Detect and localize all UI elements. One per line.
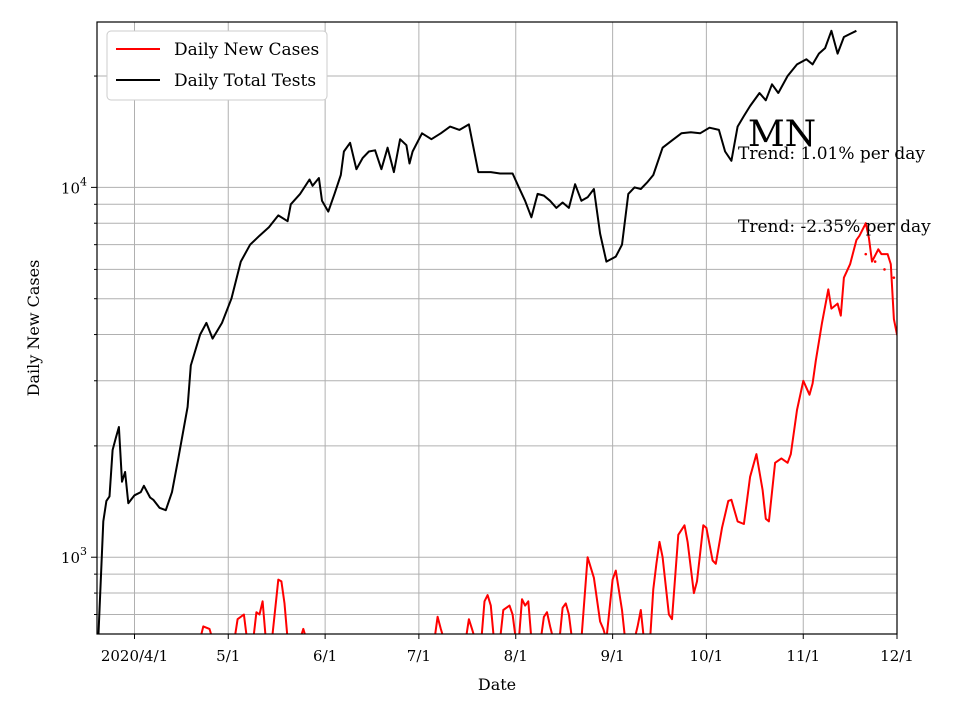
x-tick-label: 5/1 xyxy=(216,647,240,665)
trend-annotation-tests: Trend: 1.01% per day xyxy=(738,144,925,164)
y-axis-title: Daily New Cases xyxy=(24,260,43,397)
legend-label-cases: Daily New Cases xyxy=(174,40,319,60)
x-tick-label: 12/1 xyxy=(880,647,914,665)
series-layer xyxy=(97,29,897,634)
axis-ticks: 2020/4/1 5/1 6/1 7/1 8/1 9/1 10/1 11/1 12/1 103 10… xyxy=(61,75,914,665)
x-tick-label: 6/1 xyxy=(313,647,337,665)
x-tick-label: 7/1 xyxy=(407,647,431,665)
series-line-daily-new-cases xyxy=(434,615,444,634)
trend-dot xyxy=(883,268,886,271)
x-axis-title: Date xyxy=(478,675,516,694)
series-line-daily-new-cases xyxy=(540,611,554,634)
legend-label-tests: Daily Total Tests xyxy=(174,71,316,91)
series-line-daily-new-cases xyxy=(271,578,289,634)
trend-dot xyxy=(892,276,896,279)
series-line-daily-new-cases xyxy=(649,222,897,634)
legend-box xyxy=(106,30,328,101)
chart-title: MN xyxy=(748,114,816,155)
trend-dot xyxy=(873,260,877,263)
x-tick-label: 11/1 xyxy=(786,647,820,665)
series-line-daily-new-cases xyxy=(518,598,532,634)
series-line-daily-new-cases xyxy=(300,627,306,634)
plot-frame xyxy=(96,21,898,635)
x-tick-label: 2020/4/1 xyxy=(101,647,168,665)
series-line-daily-new-cases xyxy=(580,556,606,634)
x-tick-label: 8/1 xyxy=(504,647,528,665)
series-line-daily-new-cases xyxy=(234,613,248,634)
series-line-daily-new-cases xyxy=(465,618,475,634)
y-tick-label: 103 xyxy=(61,545,87,567)
trend-dot xyxy=(864,252,868,256)
series-line-daily-new-cases xyxy=(200,625,213,634)
series-line-daily-new-cases xyxy=(634,609,645,634)
series-line-daily-total-tests xyxy=(97,29,857,634)
series-line-daily-new-cases xyxy=(480,594,495,634)
trend-annotation-cases: Trend: -2.35% per day xyxy=(738,217,931,237)
series-line-daily-new-cases xyxy=(499,604,517,634)
series-line-daily-new-cases xyxy=(559,602,573,634)
series-line-daily-new-cases xyxy=(605,569,626,634)
series-line-daily-new-cases xyxy=(252,600,267,634)
x-tick-label: 10/1 xyxy=(690,647,724,665)
y-tick-label: 104 xyxy=(61,175,87,197)
legend: Daily New Cases Daily Total Tests xyxy=(106,30,328,101)
x-tick-label: 9/1 xyxy=(601,647,625,665)
